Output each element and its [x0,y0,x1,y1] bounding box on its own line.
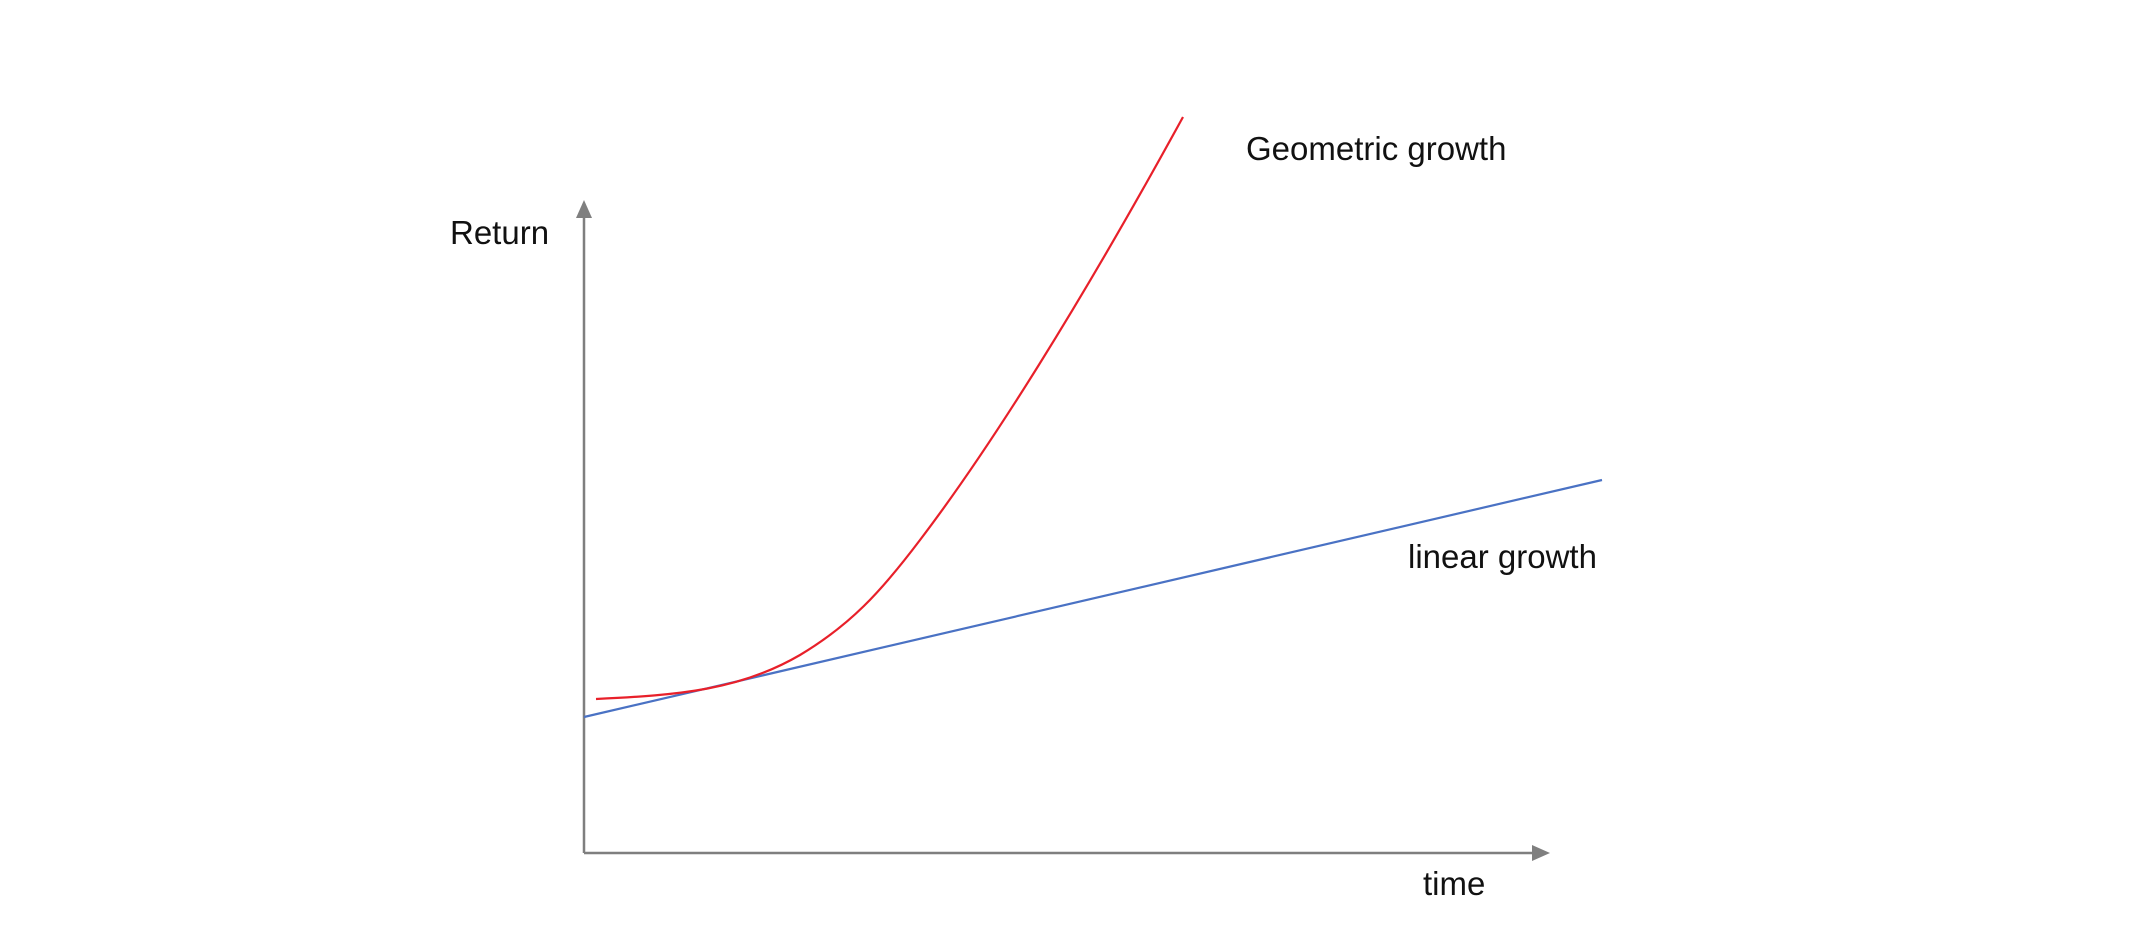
y-axis-arrowhead [576,200,592,218]
x-axis-arrowhead [1532,845,1550,861]
linear-growth-line [583,478,1603,719]
x-axis-label: time [1423,865,1485,902]
geometric-growth-curve [595,116,1184,701]
y-axis-label: Return [450,214,549,251]
geometric-growth-label: Geometric growth [1246,130,1506,167]
linear-growth-label: linear growth [1408,538,1597,575]
